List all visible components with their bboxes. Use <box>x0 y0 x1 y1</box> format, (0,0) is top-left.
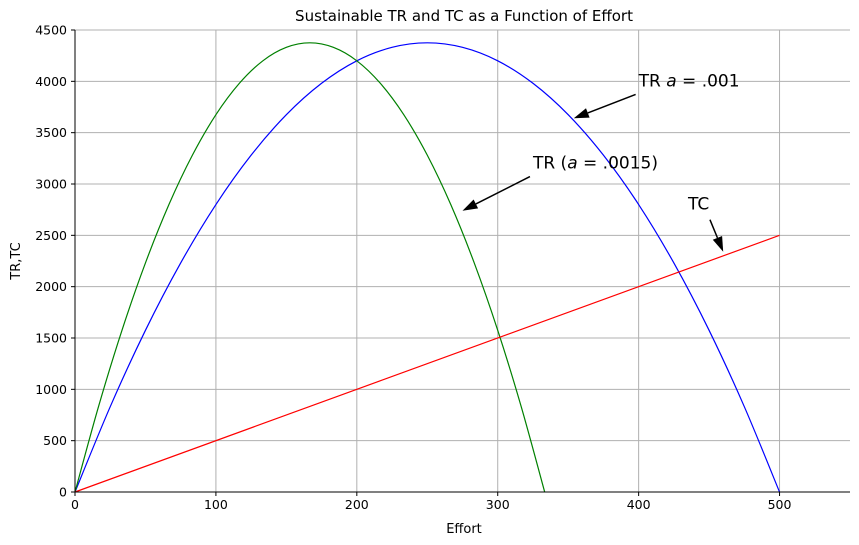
x-tick-label: 100 <box>204 497 228 512</box>
y-tick-label: 3500 <box>35 125 67 140</box>
x-tick-label: 300 <box>486 497 510 512</box>
x-axis-ticks: 0 100 200 300 400 500 <box>71 492 792 512</box>
x-tick-label: 200 <box>345 497 369 512</box>
annotations: TR a = .001 TR (a = .0015) TC <box>462 71 740 252</box>
y-tick-label: 1000 <box>35 382 67 397</box>
annotation-arrowhead <box>573 108 590 119</box>
y-tick-label: 2500 <box>35 228 67 243</box>
y-tick-label: 2000 <box>35 279 67 294</box>
annotation-arrow <box>587 93 636 114</box>
annotation-arrowhead <box>712 236 724 252</box>
y-tick-label: 500 <box>43 433 67 448</box>
chart-title: Sustainable TR and TC as a Function of E… <box>295 7 633 25</box>
x-axis-label: Effort <box>446 522 482 537</box>
axes-spines <box>74 30 850 493</box>
annotation-arrow <box>709 219 719 239</box>
annotation-label: TR (a = .0015) <box>532 154 658 174</box>
x-tick-label: 0 <box>71 497 79 512</box>
grid <box>75 29 850 492</box>
series-layer <box>74 42 781 493</box>
y-tick-label: 4500 <box>35 23 67 38</box>
series-line-1 <box>74 42 781 493</box>
x-tick-label: 500 <box>768 497 792 512</box>
x-tick-label: 400 <box>627 497 651 512</box>
y-tick-label: 3000 <box>35 177 67 192</box>
y-tick-label: 4000 <box>35 74 67 89</box>
annotation-arrowhead <box>462 199 479 211</box>
y-axis-ticks: 0 500 1000 1500 2000 2500 3000 3500 4000 4500 <box>35 23 75 500</box>
annotation-label: TC <box>687 195 709 215</box>
y-axis-label: TR,TC <box>9 242 24 280</box>
y-tick-label: 0 <box>59 485 67 500</box>
series-line-2 <box>74 42 546 493</box>
series-line-3 <box>74 234 780 493</box>
annotation-label: TR a = .001 <box>638 71 740 91</box>
y-tick-label: 1500 <box>35 331 67 346</box>
annotation-arrow <box>475 175 531 205</box>
